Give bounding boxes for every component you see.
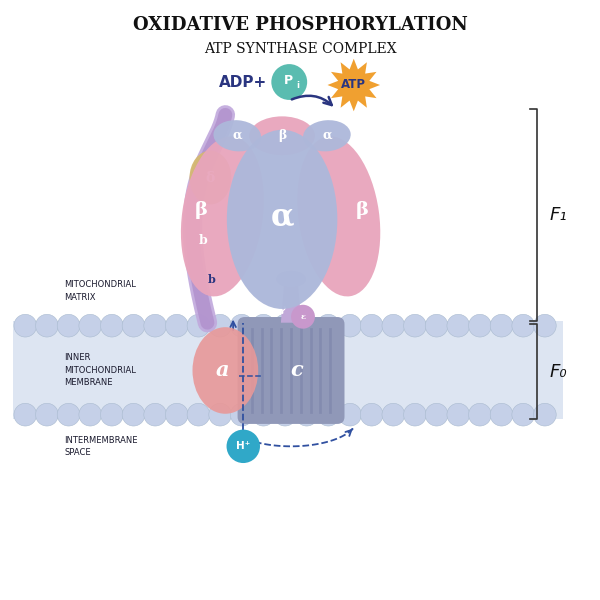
Circle shape <box>35 403 58 426</box>
Circle shape <box>404 314 427 337</box>
Circle shape <box>144 314 167 337</box>
Circle shape <box>274 314 296 337</box>
Ellipse shape <box>227 130 337 309</box>
Circle shape <box>79 403 101 426</box>
Circle shape <box>425 314 448 337</box>
Text: c: c <box>290 361 304 380</box>
Circle shape <box>425 403 448 426</box>
Circle shape <box>338 403 361 426</box>
Circle shape <box>295 403 318 426</box>
Text: i: i <box>296 80 299 89</box>
Circle shape <box>271 64 307 100</box>
Text: β: β <box>278 128 286 142</box>
Circle shape <box>274 403 296 426</box>
Ellipse shape <box>249 116 315 155</box>
Circle shape <box>291 305 315 329</box>
Circle shape <box>317 403 340 426</box>
FancyArrowPatch shape <box>292 96 332 105</box>
FancyBboxPatch shape <box>238 317 344 424</box>
Circle shape <box>230 403 253 426</box>
Circle shape <box>14 403 37 426</box>
Circle shape <box>57 314 80 337</box>
Circle shape <box>533 314 556 337</box>
Text: P: P <box>283 74 293 88</box>
Text: a: a <box>215 361 229 380</box>
Circle shape <box>252 314 275 337</box>
Circle shape <box>404 403 427 426</box>
Circle shape <box>187 314 210 337</box>
Text: OXIDATIVE PHOSPHORYLATION: OXIDATIVE PHOSPHORYLATION <box>133 16 467 34</box>
Bar <box>13 321 563 419</box>
Circle shape <box>252 403 275 426</box>
Polygon shape <box>281 285 301 323</box>
Circle shape <box>317 314 340 337</box>
Circle shape <box>187 403 210 426</box>
Circle shape <box>122 314 145 337</box>
Circle shape <box>361 403 383 426</box>
Circle shape <box>382 403 404 426</box>
Text: ATP: ATP <box>341 79 366 91</box>
Circle shape <box>447 403 470 426</box>
Text: ADP+: ADP+ <box>219 74 268 89</box>
Circle shape <box>101 403 123 426</box>
Ellipse shape <box>298 136 380 296</box>
Text: α: α <box>232 128 242 142</box>
Circle shape <box>490 403 513 426</box>
Circle shape <box>166 314 188 337</box>
Circle shape <box>469 403 491 426</box>
Text: γ: γ <box>278 304 286 314</box>
Polygon shape <box>328 59 380 111</box>
Text: ATP SYNTHASE COMPLEX: ATP SYNTHASE COMPLEX <box>203 42 397 56</box>
Text: b: b <box>199 234 208 247</box>
Circle shape <box>512 403 535 426</box>
Ellipse shape <box>193 327 258 414</box>
Circle shape <box>122 403 145 426</box>
Text: INNER
MITOCHONDRIAL
MEMBRANE: INNER MITOCHONDRIAL MEMBRANE <box>64 353 136 388</box>
Circle shape <box>79 314 101 337</box>
Text: δ: δ <box>206 170 215 185</box>
Text: β: β <box>195 202 208 220</box>
Ellipse shape <box>303 120 351 151</box>
Circle shape <box>512 314 535 337</box>
Circle shape <box>144 403 167 426</box>
Text: α: α <box>322 128 332 142</box>
Circle shape <box>35 314 58 337</box>
Text: F₁: F₁ <box>549 206 566 224</box>
Circle shape <box>382 314 404 337</box>
Text: INTERMEMBRANE
SPACE: INTERMEMBRANE SPACE <box>64 436 137 457</box>
Circle shape <box>209 403 232 426</box>
Circle shape <box>469 314 491 337</box>
Circle shape <box>295 314 318 337</box>
Ellipse shape <box>214 120 261 151</box>
Text: MITOCHONDRIAL
MATRIX: MITOCHONDRIAL MATRIX <box>64 280 136 302</box>
Circle shape <box>230 314 253 337</box>
Text: β: β <box>356 202 369 220</box>
Circle shape <box>101 314 123 337</box>
Circle shape <box>209 314 232 337</box>
Text: ε: ε <box>301 313 305 321</box>
Ellipse shape <box>276 271 306 287</box>
Circle shape <box>166 403 188 426</box>
Text: b: b <box>208 274 215 284</box>
Circle shape <box>227 430 260 463</box>
Ellipse shape <box>181 136 264 296</box>
Ellipse shape <box>190 151 232 205</box>
Circle shape <box>447 314 470 337</box>
Text: F₀: F₀ <box>549 362 566 380</box>
Circle shape <box>490 314 513 337</box>
Text: H⁺: H⁺ <box>236 442 250 451</box>
Circle shape <box>361 314 383 337</box>
Circle shape <box>533 403 556 426</box>
Circle shape <box>338 314 361 337</box>
Circle shape <box>57 403 80 426</box>
Circle shape <box>14 314 37 337</box>
Text: α: α <box>271 201 294 232</box>
